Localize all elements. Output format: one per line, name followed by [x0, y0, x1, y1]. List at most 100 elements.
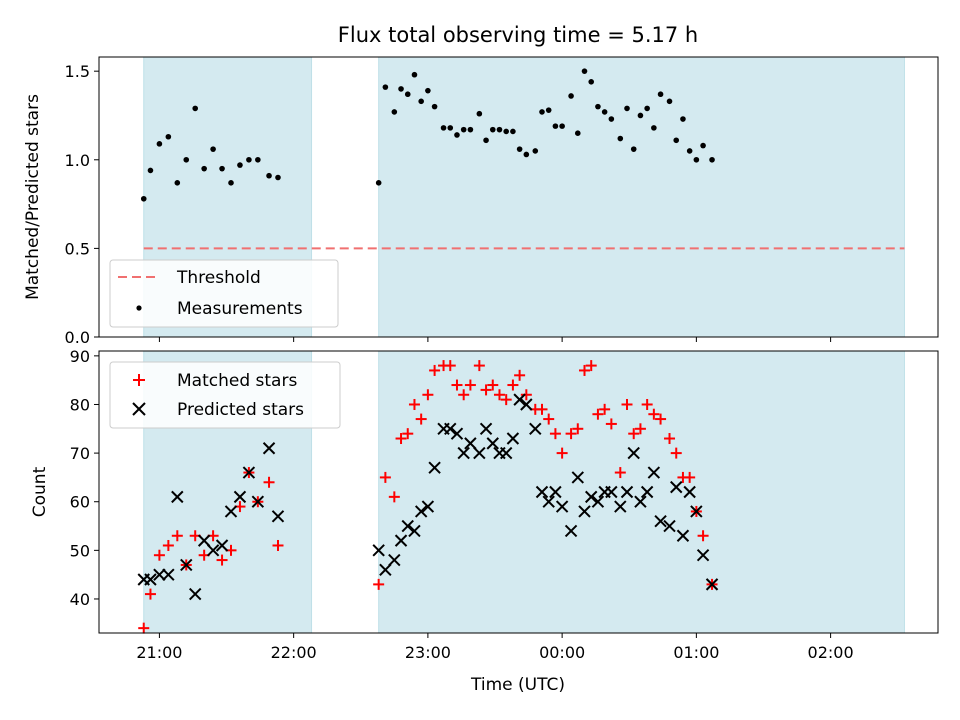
matched-star-point-4 [171, 530, 183, 542]
matched-star-point-30 [473, 360, 485, 372]
predicted-star-point-16 [372, 544, 385, 557]
matched-star-point-33 [493, 389, 505, 401]
measurement-point-61 [693, 156, 700, 163]
matched-star-point-27 [451, 379, 463, 391]
matched-star-point-39 [536, 403, 548, 415]
measurement-point-38 [532, 148, 539, 154]
measurement-point-60 [686, 148, 693, 154]
x-tick-label-2: 23:00 [405, 643, 451, 662]
matched-star-point-47 [592, 408, 604, 420]
matched-star-point-31 [480, 384, 492, 396]
predicted-star-point-57 [663, 519, 676, 533]
measurement-point-2 [156, 141, 163, 147]
measurement-point-11 [237, 162, 243, 168]
matched-star-point-51 [621, 398, 633, 410]
predicted-star-point-42 [555, 500, 569, 513]
measurement-point-44 [574, 130, 581, 137]
measurement-point-51 [624, 105, 630, 112]
matched-star-point-16 [373, 578, 385, 590]
measurement-point-34 [503, 128, 509, 135]
matched-star-point-41 [549, 428, 561, 440]
measurement-point-32 [489, 126, 496, 133]
measurement-point-45 [581, 68, 588, 74]
measurement-points [140, 68, 715, 202]
matched-legend-swatch [133, 374, 145, 386]
predicted-star-point-12 [242, 466, 256, 479]
predicted-star-point-44 [571, 471, 584, 484]
bottom-y-tick-label-5: 90 [70, 347, 90, 366]
matched-star-point-2 [153, 549, 165, 561]
threshold-legend-label: Threshold [176, 268, 261, 288]
predicted-star-point-59 [676, 529, 690, 542]
matched-star-point-15 [272, 539, 284, 551]
matched-star-point-49 [605, 418, 617, 430]
predicted-star-point-62 [696, 548, 710, 562]
predicted-star-point-41 [549, 485, 562, 499]
count-points [137, 360, 719, 634]
measurement-point-0 [140, 195, 147, 202]
predicted-star-point-26 [444, 422, 457, 436]
matched-star-point-20 [402, 428, 414, 440]
measurement-point-21 [411, 71, 418, 78]
predicted-star-point-37 [520, 398, 533, 411]
measurement-point-47 [595, 103, 601, 110]
predicted-star-point-1 [144, 573, 157, 586]
measurement-point-7 [201, 165, 207, 172]
predicted-star-point-55 [647, 466, 661, 479]
top-legend-box [109, 259, 339, 328]
bottom-y-ticks: 40 50 60 70 80 90 [70, 347, 99, 609]
top-x-ticks [158, 337, 832, 342]
measurement-point-59 [680, 116, 686, 122]
measurement-point-37 [523, 151, 530, 158]
bottom-legend-box [109, 361, 341, 429]
matched-star-point-46 [585, 360, 597, 372]
predicted-star-point-20 [401, 519, 414, 533]
top-panel: 0.0 0.5 1.0 1.5 Matched/Predicted stars Thr… [23, 56, 939, 347]
measurement-point-1 [147, 167, 154, 174]
predicted-star-point-28 [457, 446, 470, 460]
matched-star-point-22 [415, 413, 427, 425]
predicted-star-point-63 [705, 578, 719, 591]
matched-star-point-36 [514, 369, 526, 381]
predicted-star-point-27 [450, 427, 464, 440]
observing-interval-top-1 [378, 56, 905, 338]
matched-star-point-58 [670, 447, 682, 459]
predicted-star-point-40 [542, 495, 555, 508]
measurement-point-55 [651, 125, 657, 131]
measurement-point-9 [219, 165, 225, 172]
measurement-point-56 [657, 91, 664, 98]
matched-star-point-26 [444, 360, 456, 372]
predicted-star-point-43 [564, 524, 578, 538]
matched-star-point-14 [263, 476, 275, 488]
matched-star-point-60 [684, 471, 696, 483]
measurement-point-29 [467, 126, 474, 133]
x-tick-label-4: 01:00 [673, 643, 719, 662]
measurement-point-54 [644, 105, 650, 112]
matched-star-point-24 [429, 364, 441, 376]
measurement-point-42 [559, 123, 565, 129]
predicted-star-point-9 [215, 539, 229, 552]
measurement-point-33 [496, 126, 503, 133]
measurement-point-48 [601, 109, 608, 115]
matched-star-point-23 [422, 389, 434, 401]
matched-star-point-52 [628, 428, 640, 440]
predicted-star-point-5 [180, 558, 193, 572]
predicted-star-point-8 [206, 544, 220, 557]
matched-star-point-50 [614, 467, 626, 479]
matched-star-point-9 [216, 554, 228, 566]
predicted-star-point-34 [499, 446, 513, 460]
bottom-y-tick-label-1: 50 [70, 541, 90, 560]
top-y-ticks: 0.0 0.5 1.0 1.5 [65, 62, 99, 347]
predicted-star-point-58 [670, 480, 683, 494]
predicted-star-point-35 [506, 432, 520, 445]
matched-star-point-43 [565, 428, 577, 440]
predicted-star-point-30 [473, 446, 486, 460]
top-y-tick-label-2: 1.0 [65, 151, 90, 170]
predicted-star-point-56 [654, 514, 667, 528]
predicted-star-point-53 [634, 495, 647, 508]
predicted-star-point-47 [591, 495, 605, 508]
predicted-star-point-36 [513, 393, 526, 406]
measurement-point-20 [404, 91, 411, 98]
measurement-point-23 [425, 87, 431, 94]
